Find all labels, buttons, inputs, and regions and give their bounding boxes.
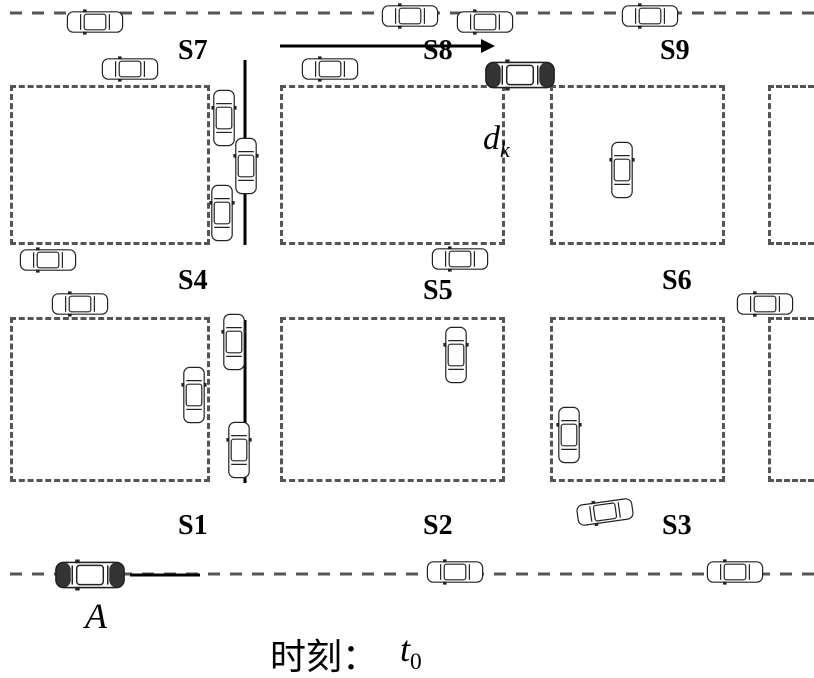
vehicle-icon bbox=[50, 290, 110, 318]
vehicle-icon bbox=[620, 2, 680, 30]
label-S1: S1 bbox=[178, 510, 208, 542]
vehicle-icon bbox=[180, 365, 208, 425]
vehicle-highlighted-icon bbox=[50, 558, 130, 592]
label-S6: S6 bbox=[662, 265, 692, 297]
vehicle-icon bbox=[100, 55, 160, 83]
vehicle-icon bbox=[705, 558, 765, 586]
vehicle-icon bbox=[455, 8, 515, 36]
vehicle-icon bbox=[220, 312, 248, 372]
label-S7: S7 bbox=[178, 35, 208, 67]
vehicle-icon bbox=[555, 405, 583, 465]
vehicle-icon bbox=[608, 140, 636, 200]
vehicle-icon bbox=[380, 2, 440, 30]
vehicle-icon bbox=[735, 290, 795, 318]
vehicle-icon bbox=[232, 136, 260, 196]
label-dk: dk bbox=[483, 120, 510, 163]
vehicle-icon bbox=[430, 245, 490, 273]
vehicle-icon bbox=[18, 246, 78, 274]
label-S4: S4 bbox=[178, 265, 208, 297]
label-S5: S5 bbox=[423, 275, 453, 307]
vehicle-icon bbox=[425, 558, 485, 586]
label-A: A bbox=[85, 595, 107, 637]
label-time_zh: 时刻： bbox=[270, 628, 378, 678]
vehicle-icon bbox=[300, 55, 360, 83]
label-t0: t0 bbox=[400, 628, 422, 676]
label-S8: S8 bbox=[423, 35, 453, 67]
label-S2: S2 bbox=[423, 510, 453, 542]
vehicle-icon bbox=[208, 183, 236, 243]
vehicle-icon bbox=[225, 420, 253, 480]
vehicle-icon bbox=[65, 8, 125, 36]
label-S3: S3 bbox=[662, 510, 692, 542]
label-S9: S9 bbox=[660, 35, 690, 67]
vehicle-icon bbox=[442, 325, 470, 385]
vehicle-highlighted-icon bbox=[480, 58, 560, 92]
